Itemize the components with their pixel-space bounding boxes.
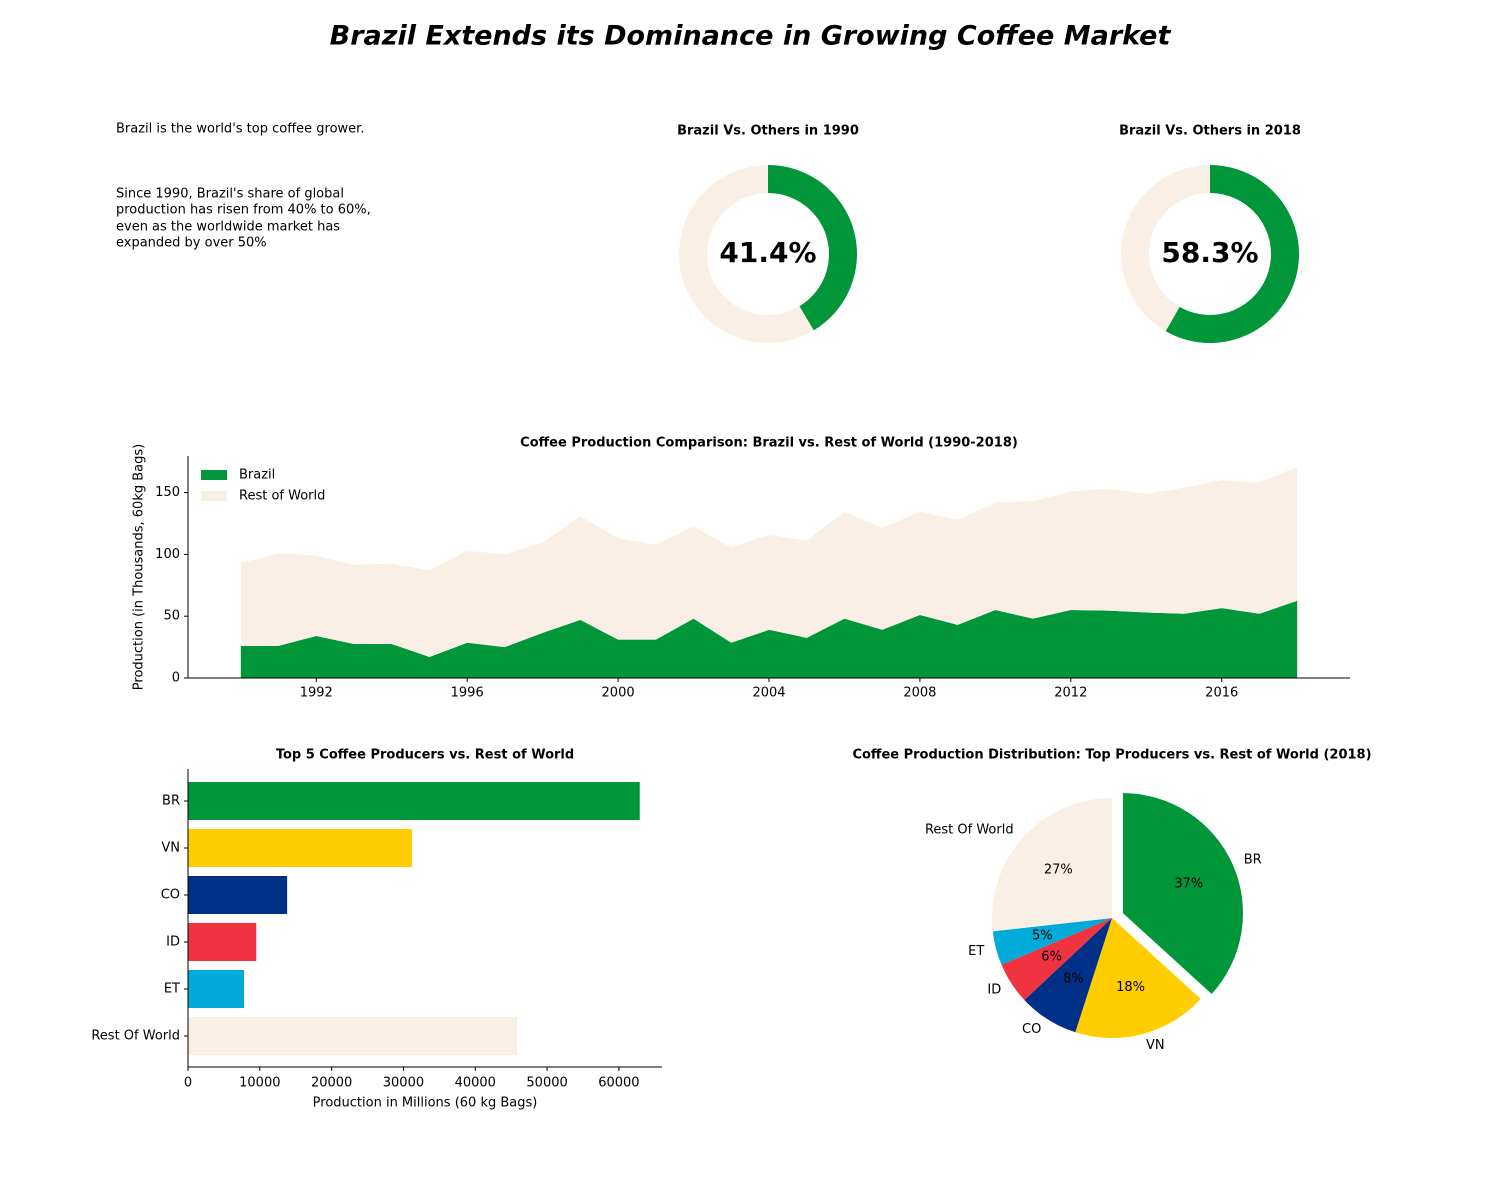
y-tick-label: 50 <box>163 609 180 624</box>
summary-line: production has risen from 40% to 60%, <box>116 203 371 218</box>
x-tick-label: 10000 <box>239 1076 280 1091</box>
slice-percent: 37% <box>1174 877 1203 892</box>
slice-percent: 6% <box>1041 950 1062 965</box>
bar <box>188 876 288 914</box>
center-label: 58.3% <box>1161 236 1258 269</box>
x-tick-label: 50000 <box>526 1076 567 1091</box>
center-label: 41.4% <box>719 236 816 269</box>
summary-line: Since 1990, Brazil's share of global <box>116 187 344 202</box>
donut-segment <box>1120 165 1210 332</box>
slice-label: Rest Of World <box>925 823 1014 838</box>
pie-slice <box>1024 918 1112 1033</box>
legend-label: Brazil <box>239 468 275 483</box>
chart-title: Brazil Vs. Others in 2018 <box>1119 124 1301 139</box>
pie-slice <box>992 918 1112 965</box>
y-tick-label: 150 <box>155 485 180 500</box>
x-tick-label: 2004 <box>752 686 785 701</box>
bar <box>188 1017 517 1055</box>
y-tick-label: 100 <box>155 547 180 562</box>
y-tick-label: CO <box>161 888 180 903</box>
chart-title: Coffee Production Comparison: Brazil vs.… <box>520 436 1018 451</box>
x-tick-label: 40000 <box>455 1076 496 1091</box>
legend-label: Rest of World <box>239 489 325 504</box>
slice-percent: 5% <box>1032 929 1053 944</box>
slice-label: ET <box>968 944 984 959</box>
area <box>240 466 1298 657</box>
slice-percent: 18% <box>1116 980 1145 995</box>
bar <box>188 970 245 1008</box>
x-tick-label: 1996 <box>451 686 484 701</box>
pie-slice <box>1001 918 1112 1000</box>
chart-title: Coffee Production Distribution: Top Prod… <box>852 748 1371 763</box>
area <box>240 600 1298 678</box>
x-tick-label: 0 <box>184 1076 192 1091</box>
y-axis-label: Production (in Thousands, 60kg Bags) <box>132 444 147 690</box>
slice-label: VN <box>1146 1038 1165 1053</box>
summary-line: expanded by over 50% <box>116 236 267 251</box>
y-tick-label: ET <box>164 982 180 997</box>
pie-slice <box>1122 793 1243 994</box>
donut-segment <box>1165 165 1299 343</box>
slice-percent: 27% <box>1044 863 1073 878</box>
x-tick-label: 60000 <box>598 1076 639 1091</box>
legend-swatch <box>201 470 227 480</box>
page-title: Brazil Extends its Dominance in Growing … <box>330 21 1172 52</box>
summary-line: even as the worldwide market has <box>116 220 340 235</box>
x-tick-label: 30000 <box>383 1076 424 1091</box>
chart-title: Top 5 Coffee Producers vs. Rest of World <box>276 748 574 763</box>
chart-title: Brazil Vs. Others in 1990 <box>677 124 859 139</box>
donut-segment <box>768 165 858 331</box>
slice-label: CO <box>1022 1022 1041 1037</box>
y-tick-label: Rest Of World <box>91 1029 180 1044</box>
bar <box>188 782 640 820</box>
x-tick-label: 2008 <box>903 686 936 701</box>
pie-slice <box>1075 918 1201 1039</box>
donut-segment <box>679 165 814 343</box>
slice-label: ID <box>987 982 1001 997</box>
y-tick-label: ID <box>166 935 180 950</box>
pie-slice <box>992 798 1112 932</box>
legend-swatch <box>201 491 227 501</box>
bar <box>188 829 413 867</box>
y-tick-label: BR <box>162 794 180 809</box>
slice-label: BR <box>1244 852 1262 867</box>
bar <box>188 923 257 961</box>
x-tick-label: 2012 <box>1054 686 1087 701</box>
x-tick-label: 1992 <box>300 686 333 701</box>
x-tick-label: 20000 <box>311 1076 352 1091</box>
y-tick-label: VN <box>161 841 180 856</box>
slice-percent: 8% <box>1063 971 1084 986</box>
x-tick-label: 2016 <box>1205 686 1238 701</box>
x-axis-label: Production in Millions (60 kg Bags) <box>313 1096 538 1111</box>
intro-text: Brazil is the world's top coffee grower. <box>116 122 364 137</box>
y-tick-label: 0 <box>172 671 180 686</box>
x-tick-label: 2000 <box>602 686 635 701</box>
